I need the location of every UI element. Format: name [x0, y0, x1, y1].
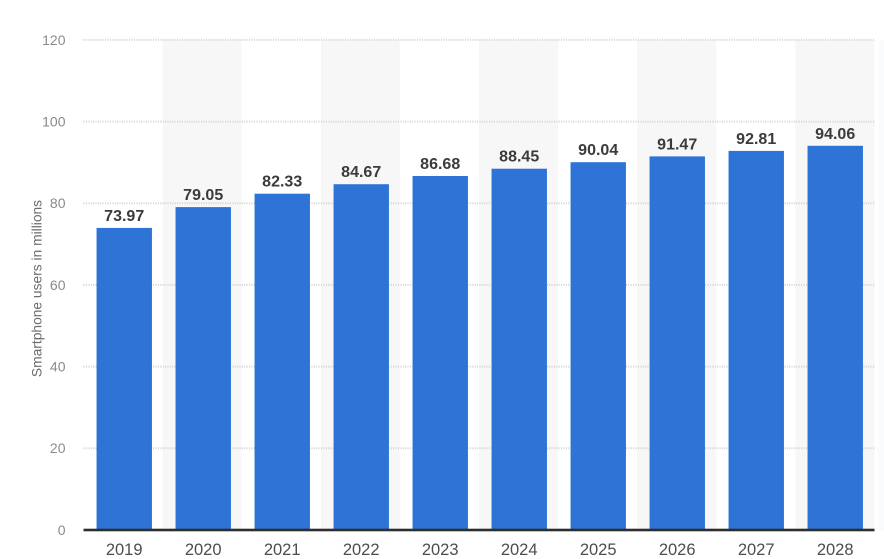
svg-text:88.45: 88.45 — [499, 149, 539, 166]
svg-text:2019: 2019 — [106, 541, 143, 559]
svg-text:2021: 2021 — [264, 541, 301, 559]
svg-text:79.05: 79.05 — [183, 187, 223, 204]
svg-text:2026: 2026 — [659, 541, 696, 559]
svg-text:92.81: 92.81 — [736, 131, 776, 148]
svg-text:2023: 2023 — [422, 541, 459, 559]
svg-text:2025: 2025 — [580, 541, 617, 559]
svg-text:40: 40 — [50, 359, 66, 375]
svg-text:0: 0 — [58, 522, 66, 538]
svg-text:94.06: 94.06 — [815, 126, 855, 143]
svg-text:60: 60 — [50, 277, 66, 293]
svg-text:120: 120 — [42, 32, 66, 48]
svg-text:Smartphone users in millions: Smartphone users in millions — [30, 200, 45, 377]
svg-text:20: 20 — [50, 440, 66, 456]
svg-text:84.67: 84.67 — [341, 164, 381, 181]
svg-text:91.47: 91.47 — [657, 136, 697, 153]
svg-text:73.97: 73.97 — [104, 208, 144, 225]
svg-text:2027: 2027 — [738, 541, 775, 559]
svg-text:100: 100 — [42, 114, 66, 130]
svg-text:80: 80 — [50, 195, 66, 211]
svg-text:2022: 2022 — [343, 541, 380, 559]
svg-text:2024: 2024 — [501, 541, 538, 559]
svg-text:90.04: 90.04 — [578, 142, 618, 159]
svg-text:82.33: 82.33 — [262, 174, 302, 191]
svg-text:2028: 2028 — [817, 541, 854, 559]
svg-text:2020: 2020 — [185, 541, 222, 559]
svg-text:86.68: 86.68 — [420, 156, 460, 173]
